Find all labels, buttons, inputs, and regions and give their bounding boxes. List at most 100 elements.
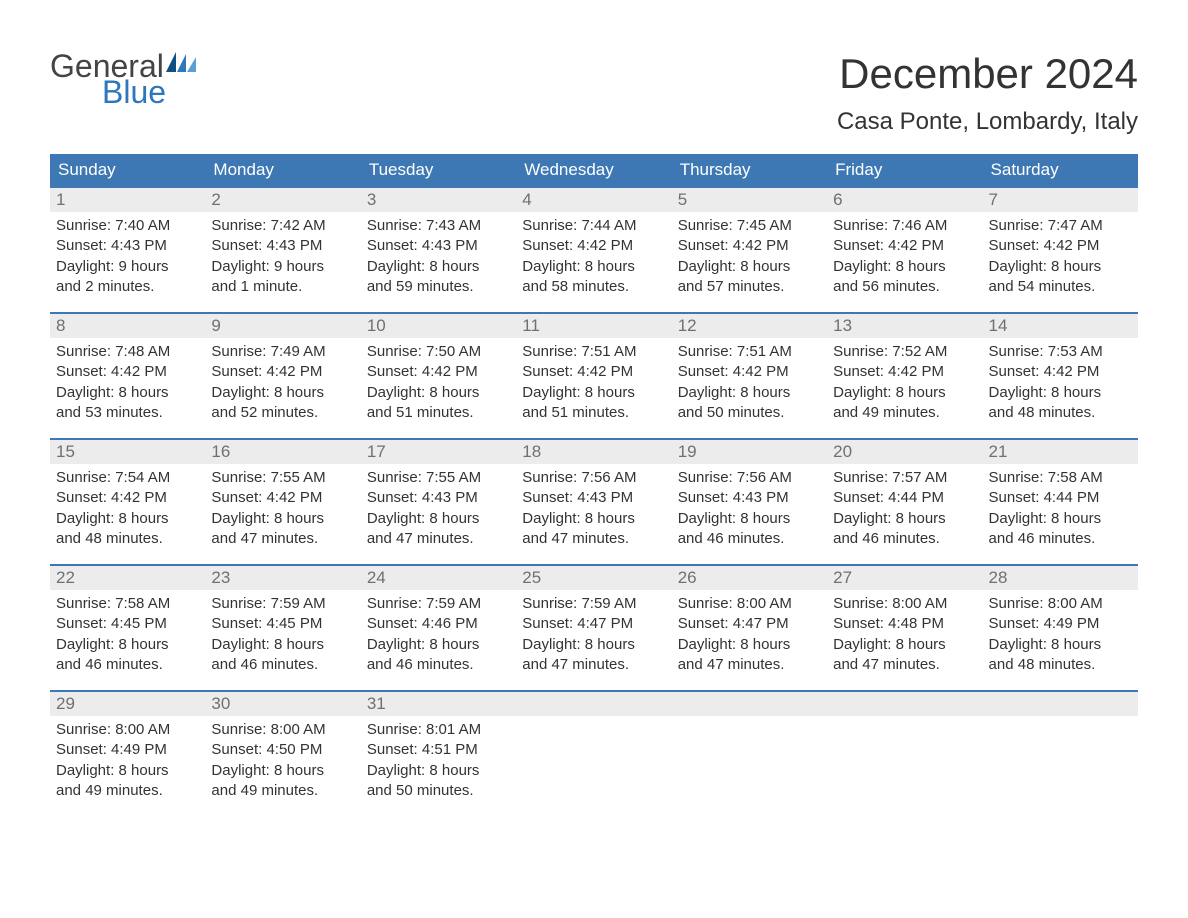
calendar-week: 1Sunrise: 7:40 AMSunset: 4:43 PMDaylight…: [50, 186, 1138, 312]
calendar-day: 3Sunrise: 7:43 AMSunset: 4:43 PMDaylight…: [361, 188, 516, 312]
calendar-day: 7Sunrise: 7:47 AMSunset: 4:42 PMDaylight…: [983, 188, 1138, 312]
sunset-text: Sunset: 4:42 PM: [833, 362, 976, 382]
day-number: [516, 692, 671, 716]
day-number: 2: [205, 188, 360, 212]
calendar: SundayMondayTuesdayWednesdayThursdayFrid…: [50, 154, 1138, 816]
flag-icon: [166, 52, 196, 76]
daylight-line1: Daylight: 8 hours: [678, 635, 821, 655]
day-number: 4: [516, 188, 671, 212]
day-number: 13: [827, 314, 982, 338]
day-number: 16: [205, 440, 360, 464]
day-number: 25: [516, 566, 671, 590]
calendar-day: 5Sunrise: 7:45 AMSunset: 4:42 PMDaylight…: [672, 188, 827, 312]
calendar-day: 30Sunrise: 8:00 AMSunset: 4:50 PMDayligh…: [205, 692, 360, 816]
calendar-day: [827, 692, 982, 816]
sunset-text: Sunset: 4:44 PM: [833, 488, 976, 508]
calendar-day: 9Sunrise: 7:49 AMSunset: 4:42 PMDaylight…: [205, 314, 360, 438]
daylight-line2: and 46 minutes.: [211, 655, 354, 675]
calendar-day: [516, 692, 671, 816]
calendar-day: 18Sunrise: 7:56 AMSunset: 4:43 PMDayligh…: [516, 440, 671, 564]
day-details: Sunrise: 7:59 AMSunset: 4:47 PMDaylight:…: [516, 590, 671, 683]
daylight-line2: and 46 minutes.: [678, 529, 821, 549]
calendar-day: 27Sunrise: 8:00 AMSunset: 4:48 PMDayligh…: [827, 566, 982, 690]
day-details: Sunrise: 7:59 AMSunset: 4:45 PMDaylight:…: [205, 590, 360, 683]
daylight-line2: and 46 minutes.: [989, 529, 1132, 549]
sunrise-text: Sunrise: 7:56 AM: [678, 468, 821, 488]
weekday-header: Wednesday: [516, 154, 671, 186]
day-number: 8: [50, 314, 205, 338]
day-number: 1: [50, 188, 205, 212]
day-number: 24: [361, 566, 516, 590]
logo-text-blue: Blue: [50, 76, 196, 108]
day-number: [827, 692, 982, 716]
sunset-text: Sunset: 4:43 PM: [367, 488, 510, 508]
sunset-text: Sunset: 4:42 PM: [56, 362, 199, 382]
daylight-line1: Daylight: 8 hours: [367, 635, 510, 655]
sunset-text: Sunset: 4:51 PM: [367, 740, 510, 760]
sunset-text: Sunset: 4:45 PM: [211, 614, 354, 634]
daylight-line2: and 48 minutes.: [989, 403, 1132, 423]
day-details: Sunrise: 8:01 AMSunset: 4:51 PMDaylight:…: [361, 716, 516, 809]
sunrise-text: Sunrise: 8:00 AM: [678, 594, 821, 614]
day-details: Sunrise: 7:45 AMSunset: 4:42 PMDaylight:…: [672, 212, 827, 305]
daylight-line2: and 48 minutes.: [989, 655, 1132, 675]
day-details: Sunrise: 7:47 AMSunset: 4:42 PMDaylight:…: [983, 212, 1138, 305]
day-details: Sunrise: 7:42 AMSunset: 4:43 PMDaylight:…: [205, 212, 360, 305]
calendar-week: 8Sunrise: 7:48 AMSunset: 4:42 PMDaylight…: [50, 312, 1138, 438]
daylight-line2: and 54 minutes.: [989, 277, 1132, 297]
day-number: 7: [983, 188, 1138, 212]
calendar-day: [983, 692, 1138, 816]
header: General Blue December 2024 Casa Ponte, L…: [50, 50, 1138, 136]
day-details: Sunrise: 8:00 AMSunset: 4:47 PMDaylight:…: [672, 590, 827, 683]
day-details: Sunrise: 7:54 AMSunset: 4:42 PMDaylight:…: [50, 464, 205, 557]
daylight-line2: and 51 minutes.: [367, 403, 510, 423]
location: Casa Ponte, Lombardy, Italy: [837, 108, 1138, 136]
calendar-week: 29Sunrise: 8:00 AMSunset: 4:49 PMDayligh…: [50, 690, 1138, 816]
day-details: Sunrise: 7:46 AMSunset: 4:42 PMDaylight:…: [827, 212, 982, 305]
daylight-line2: and 46 minutes.: [56, 655, 199, 675]
day-details: Sunrise: 7:58 AMSunset: 4:45 PMDaylight:…: [50, 590, 205, 683]
day-number: 29: [50, 692, 205, 716]
daylight-line2: and 47 minutes.: [211, 529, 354, 549]
daylight-line1: Daylight: 8 hours: [56, 509, 199, 529]
day-details: Sunrise: 7:59 AMSunset: 4:46 PMDaylight:…: [361, 590, 516, 683]
daylight-line1: Daylight: 8 hours: [522, 257, 665, 277]
day-details: Sunrise: 8:00 AMSunset: 4:49 PMDaylight:…: [983, 590, 1138, 683]
daylight-line1: Daylight: 8 hours: [367, 761, 510, 781]
sunset-text: Sunset: 4:43 PM: [211, 236, 354, 256]
day-number: 9: [205, 314, 360, 338]
daylight-line1: Daylight: 8 hours: [833, 635, 976, 655]
calendar-day: 23Sunrise: 7:59 AMSunset: 4:45 PMDayligh…: [205, 566, 360, 690]
day-details: Sunrise: 7:51 AMSunset: 4:42 PMDaylight:…: [516, 338, 671, 431]
sunset-text: Sunset: 4:42 PM: [833, 236, 976, 256]
daylight-line2: and 47 minutes.: [522, 529, 665, 549]
daylight-line1: Daylight: 8 hours: [56, 635, 199, 655]
calendar-day: 20Sunrise: 7:57 AMSunset: 4:44 PMDayligh…: [827, 440, 982, 564]
day-number: 21: [983, 440, 1138, 464]
day-number: 31: [361, 692, 516, 716]
calendar-day: 11Sunrise: 7:51 AMSunset: 4:42 PMDayligh…: [516, 314, 671, 438]
sunset-text: Sunset: 4:42 PM: [989, 362, 1132, 382]
sunset-text: Sunset: 4:42 PM: [56, 488, 199, 508]
day-number: 12: [672, 314, 827, 338]
weekday-header: Sunday: [50, 154, 205, 186]
sunrise-text: Sunrise: 8:00 AM: [211, 720, 354, 740]
weekday-header-row: SundayMondayTuesdayWednesdayThursdayFrid…: [50, 154, 1138, 186]
sunrise-text: Sunrise: 7:49 AM: [211, 342, 354, 362]
sunrise-text: Sunrise: 8:01 AM: [367, 720, 510, 740]
sunrise-text: Sunrise: 7:57 AM: [833, 468, 976, 488]
day-number: 6: [827, 188, 982, 212]
calendar-day: 10Sunrise: 7:50 AMSunset: 4:42 PMDayligh…: [361, 314, 516, 438]
day-details: Sunrise: 7:48 AMSunset: 4:42 PMDaylight:…: [50, 338, 205, 431]
day-details: Sunrise: 7:43 AMSunset: 4:43 PMDaylight:…: [361, 212, 516, 305]
daylight-line2: and 49 minutes.: [211, 781, 354, 801]
daylight-line1: Daylight: 8 hours: [211, 383, 354, 403]
day-details: Sunrise: 8:00 AMSunset: 4:50 PMDaylight:…: [205, 716, 360, 809]
daylight-line2: and 49 minutes.: [56, 781, 199, 801]
calendar-day: 8Sunrise: 7:48 AMSunset: 4:42 PMDaylight…: [50, 314, 205, 438]
calendar-day: 26Sunrise: 8:00 AMSunset: 4:47 PMDayligh…: [672, 566, 827, 690]
sunrise-text: Sunrise: 7:52 AM: [833, 342, 976, 362]
sunset-text: Sunset: 4:48 PM: [833, 614, 976, 634]
day-details: Sunrise: 7:52 AMSunset: 4:42 PMDaylight:…: [827, 338, 982, 431]
calendar-day: 24Sunrise: 7:59 AMSunset: 4:46 PMDayligh…: [361, 566, 516, 690]
